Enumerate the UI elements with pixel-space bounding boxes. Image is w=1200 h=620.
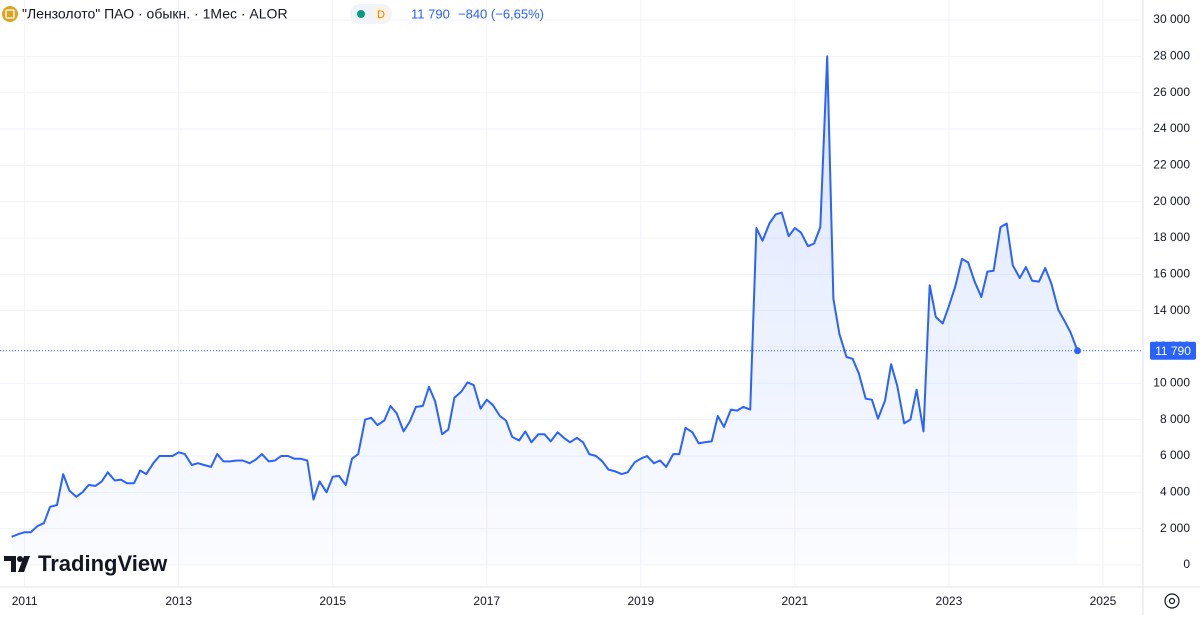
y-tick-label: 8 000 — [1160, 412, 1190, 426]
x-tick-label: 2017 — [473, 594, 500, 608]
last-price-box — [1150, 341, 1196, 360]
y-tick-label: 6 000 — [1160, 448, 1190, 462]
symbol-icon-glyph — [5, 9, 15, 19]
y-tick-label: 26 000 — [1153, 85, 1190, 99]
interval-badge: D — [377, 9, 385, 21]
logo-text: TradingView — [38, 551, 168, 576]
y-tick-label: 28 000 — [1153, 49, 1190, 63]
y-tick-label: 16 000 — [1153, 267, 1190, 281]
price-change: −840 (−6,65%) — [458, 6, 544, 21]
y-tick-label: 18 000 — [1153, 230, 1190, 244]
area-fill — [11, 56, 1078, 565]
market-status — [357, 10, 365, 18]
x-tick-label: 2013 — [165, 594, 192, 608]
y-tick-label: 0 — [1183, 557, 1190, 571]
x-tick-label: 2021 — [782, 594, 809, 608]
y-tick-label: 2 000 — [1160, 521, 1190, 535]
settings-glyph — [1168, 597, 1176, 605]
badge-bg — [373, 6, 389, 22]
logo-dot — [17, 556, 23, 562]
last-point — [1074, 347, 1082, 355]
logo-mark — [4, 556, 30, 572]
y-tick-label: 14 000 — [1153, 303, 1190, 317]
y-tick-label: 10 000 — [1153, 375, 1190, 389]
y-tick-label: 20 000 — [1153, 194, 1190, 208]
x-tick-label: 2015 — [319, 594, 346, 608]
x-tick-label: 2019 — [627, 594, 654, 608]
logo[interactable]: TradingView — [4, 551, 168, 576]
symbol-icon — [2, 6, 18, 22]
x-tick-label: 2025 — [1090, 594, 1117, 608]
x-tick-label: 2011 — [12, 594, 38, 608]
y-tick-label: 22 000 — [1153, 158, 1190, 172]
x-tick-label: 2023 — [936, 594, 963, 608]
price-line — [11, 55, 1079, 538]
symbol-title[interactable]: "Лензолото" ПАО · обыкн. · 1Мес · ALOR — [22, 6, 288, 22]
y-tick-label: 30 000 — [1153, 12, 1190, 26]
y-tick-label: 24 000 — [1153, 121, 1190, 135]
last-price: 11 790 — [411, 6, 450, 21]
y-tick-label: 4 000 — [1160, 484, 1190, 498]
settings-button[interactable] — [1164, 593, 1180, 609]
last-price-label: 11 790 — [1155, 344, 1191, 358]
